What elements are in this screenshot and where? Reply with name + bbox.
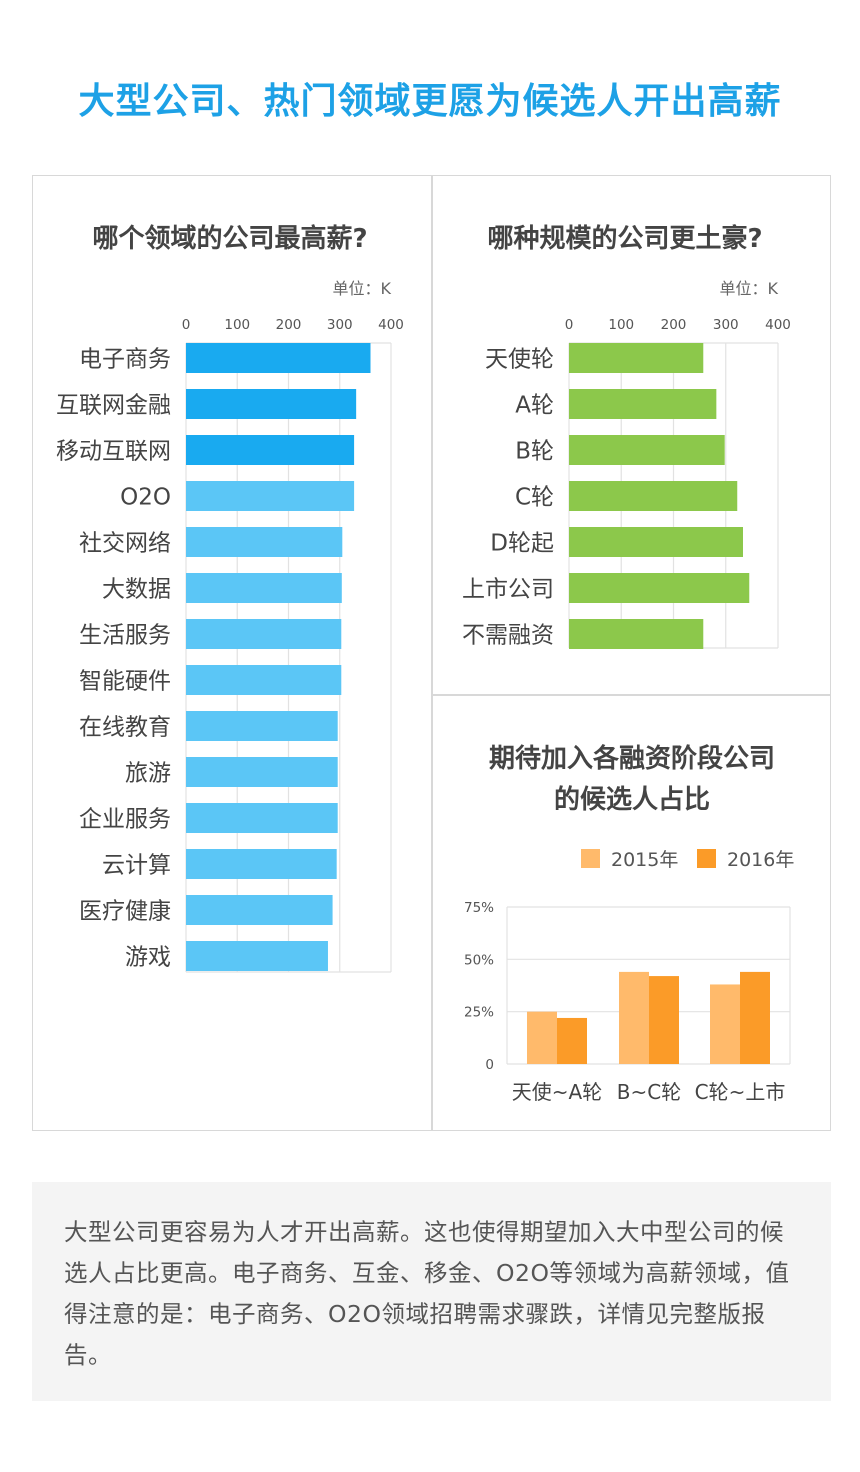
chart3-category-label: B~C轮 [617,1080,681,1104]
chart1-tick-label: 0 [182,317,191,333]
chart3-bar [710,984,740,1064]
chart1-bar [186,389,357,419]
chart2-tick-label: 200 [661,317,687,333]
chart2-bar [569,389,717,419]
vertical-divider [431,175,433,1131]
page-title: 大型公司、热门领域更愿为候选人开出高薪 [78,81,782,122]
chart1-category-label: 云计算 [102,853,171,879]
chart1-bar [186,803,338,833]
chart2-category-label: 不需融资 [462,623,554,649]
chart3-legend-label: 2016年 [727,849,794,871]
chart1-title: 哪个领域的公司最高薪? [92,223,367,254]
chart1-category-label: 互联网金融 [56,393,171,419]
chart3-y-tick-label: 75% [464,900,494,916]
chart1-category-label: 生活服务 [79,623,171,649]
chart1-bar [186,481,355,511]
chart1-category-label: 企业服务 [79,807,171,833]
chart3-category-label: C轮~上市 [695,1080,786,1104]
summary-box: 大型公司更容易为人才开出高薪。这也使得期望加入大中型公司的候选人占比更高。电子商… [32,1182,831,1401]
chart3-category-label: 天使~A轮 [512,1080,602,1104]
chart2-bar [569,619,704,649]
chart1-category-label: 大数据 [102,577,171,603]
chart1-tick-label: 400 [378,317,404,333]
chart2-title: 哪种规模的公司更土豪? [487,223,762,254]
horizontal-divider [432,694,831,696]
chart3-bar [619,971,649,1064]
chart3-bar [740,971,770,1064]
chart1-category-label: 医疗健康 [79,899,171,925]
chart1-tick-label: 100 [224,317,250,333]
chart2-category-label: 天使轮 [485,347,554,373]
chart2-tick-label: 100 [608,317,634,333]
chart1-bar [186,665,342,695]
chart3-bar [649,976,679,1064]
chart1-tick-label: 300 [327,317,353,333]
chart2-tick-label: 0 [565,317,574,333]
chart2-bar [569,435,725,465]
chart3-legend-swatch [581,849,600,868]
chart1-bar [186,343,371,373]
chart3-y-tick-label: 50% [464,952,494,968]
chart2-tick-label: 300 [713,317,739,333]
chart2-bar [569,527,743,557]
chart1-bar [186,619,342,649]
chart2-category-label: D轮起 [490,531,554,557]
chart1-bar [186,711,338,741]
chart1-category-label: O2O [120,485,171,511]
chart2-category-label: B轮 [515,439,554,465]
chart1-bar [186,849,337,879]
chart2-category-label: 上市公司 [462,577,554,603]
chart2-category-label: A轮 [515,393,554,419]
chart2-bar [569,573,750,603]
chart1-tick-label: 200 [276,317,302,333]
chart1-category-label: 在线教育 [79,715,171,741]
charts-canvas: 哪个领域的公司最高薪? 单位：K 0 100 200 300 400 电子商务互联网金融移动互… [56,223,794,1104]
chart3-y-tick-label: 25% [464,1005,494,1021]
chart1-bar [186,435,355,465]
chart2-unit-label: 单位：K [720,279,779,298]
chart1-bar [186,757,338,787]
chart1-category-label: 社交网络 [79,531,171,557]
chart1-category-label: 移动互联网 [56,439,171,465]
chart2-category-label: C轮 [515,485,554,511]
chart2-tick-label: 400 [765,317,791,333]
chart3-bar [527,1011,557,1064]
chart3-legend-swatch [697,849,716,868]
chart1-bar [186,941,328,971]
chart1-unit-label: 单位：K [333,279,392,298]
chart3-legend-label: 2015年 [611,849,678,871]
chart2-bar [569,343,704,373]
chart1-bar [186,895,333,925]
chart1-category-label: 旅游 [125,761,171,787]
chart1-bar [186,573,342,603]
summary-text: 大型公司更容易为人才开出高薪。这也使得期望加入大中型公司的候选人占比更高。电子商… [64,1218,790,1369]
chart3-y-tick-label: 0 [485,1057,494,1073]
chart3-bar [557,1017,587,1064]
chart3-title-line2: 的候选人占比 [554,784,710,815]
chart1-category-label: 电子商务 [79,347,171,373]
chart2-bar [569,481,738,511]
chart1-bar [186,527,343,557]
chart3-title-line1: 期待加入各融资阶段公司 [489,743,775,774]
chart1-category-label: 游戏 [125,945,171,971]
chart1-category-label: 智能硬件 [79,669,171,695]
